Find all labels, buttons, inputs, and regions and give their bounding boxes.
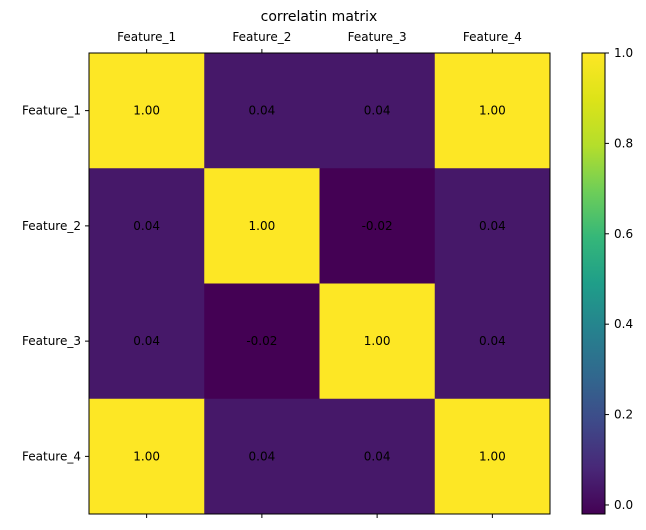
x-tick-label: Feature_3: [348, 30, 407, 44]
cell-value-label: 0.04: [249, 449, 276, 463]
heatmap-cell: [319, 283, 436, 400]
heatmap-cell: [89, 283, 205, 400]
heatmap-cell: [434, 53, 551, 169]
heatmap-cell: [204, 283, 320, 400]
heatmap-cell: [89, 168, 205, 284]
cell-value-label: 1.00: [249, 219, 276, 233]
heatmap-cell: [434, 283, 551, 400]
x-tick-label: Feature_4: [463, 30, 522, 44]
chart-title: correlatin matrix: [261, 9, 378, 25]
y-tick-label: Feature_2: [22, 219, 81, 233]
colorbar-tick-label: 1.0: [614, 46, 633, 60]
plot-frame: [88, 52, 551, 515]
heatmap-cell: [434, 168, 551, 284]
cell-value-label: 1.00: [133, 449, 160, 463]
cell-value-label: -0.02: [362, 219, 393, 233]
colorbar-ticks: 0.0 0.2 0.4 0.6 0.8 1.0: [605, 46, 633, 512]
heatmap-cell: [319, 398, 436, 515]
cell-value-label: 1.00: [479, 449, 506, 463]
colorbar-tick-label: 0.2: [614, 408, 633, 422]
x-tick-label: Feature_1: [117, 30, 176, 44]
cell-value-label: 1.00: [479, 104, 506, 118]
cell-value-label: 1.00: [133, 104, 160, 118]
heatmap-cell: [434, 398, 551, 515]
y-tick-label: Feature_3: [22, 334, 81, 348]
cell-value-label: 0.04: [364, 104, 391, 118]
heatmap-cell: [204, 168, 320, 284]
cell-value-label: 0.04: [133, 334, 160, 348]
colorbar-tick-label: 0.4: [614, 317, 633, 331]
cell-value-label: 1.00: [364, 334, 391, 348]
heatmap-cell: [89, 53, 205, 169]
heatmap-cell-labels: 1.00 0.04 0.04 1.00 0.04 1.00 -0.02 0.04 0.04 -0.…: [133, 104, 505, 464]
colorbar-tick-label: 0.0: [614, 498, 633, 512]
heatmap-cell: [204, 53, 320, 169]
x-tick-label: Feature_2: [232, 30, 291, 44]
colorbar-tick-label: 0.8: [614, 136, 633, 150]
cell-value-label: 0.04: [479, 334, 506, 348]
heatmap-cell: [204, 398, 320, 515]
colorbar-tick-label: 0.6: [614, 227, 633, 241]
cell-value-label: 0.04: [133, 219, 160, 233]
cell-value-label: 0.04: [364, 449, 391, 463]
y-tick-label: Feature_1: [22, 104, 81, 118]
heatmap-cell: [89, 398, 205, 515]
heatmap-cell: [319, 168, 436, 284]
heatmap-cells: [89, 53, 551, 515]
colorbar: [581, 52, 606, 515]
x-axis-ticks: Feature_1 Feature_2 Feature_3 Feature_4: [117, 30, 522, 518]
cell-value-label: -0.02: [246, 334, 277, 348]
y-tick-label: Feature_4: [22, 449, 81, 463]
heatmap-cell: [319, 53, 436, 169]
y-axis-ticks: Feature_1 Feature_2 Feature_3 Feature_4: [22, 104, 89, 463]
cell-value-label: 0.04: [479, 219, 506, 233]
cell-value-label: 0.04: [249, 104, 276, 118]
